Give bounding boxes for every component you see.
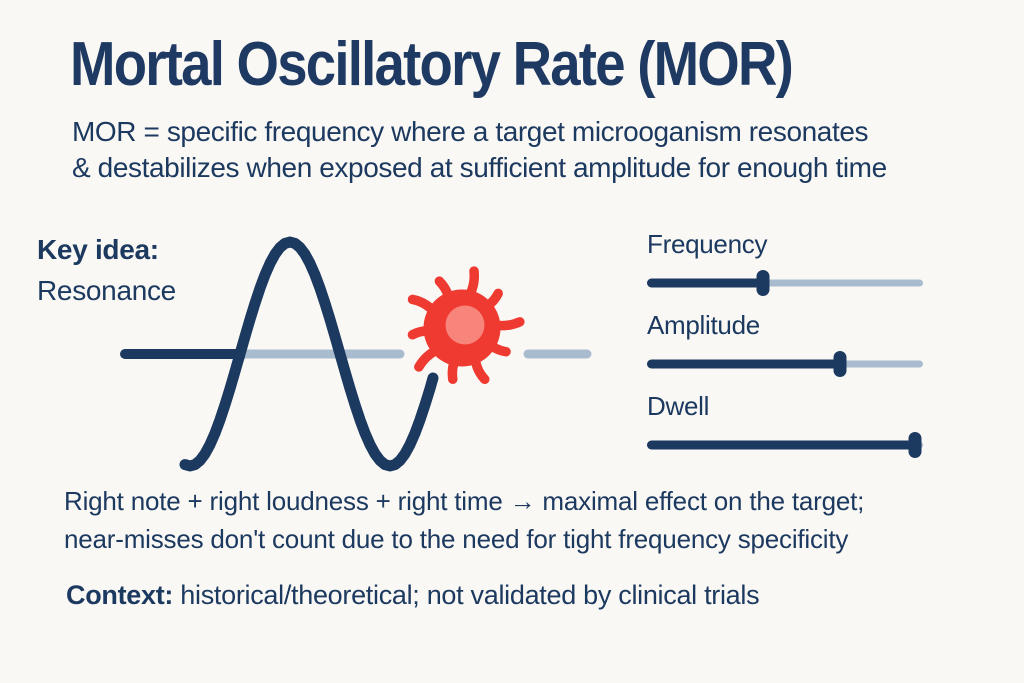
key-idea-label: Key idea:: [37, 234, 159, 265]
context-block: Context: historical/theoretical; not val…: [66, 580, 760, 611]
page-title: Mortal Oscillatory Rate (MOR): [70, 30, 794, 99]
slider-dwell-thumb[interactable]: [908, 432, 922, 458]
microbe-core: [445, 305, 485, 345]
slider-dwell: Dwell: [647, 390, 923, 460]
definition-line-2: & destabilizes when exposed at sufficien…: [72, 152, 887, 183]
summary-line-1: Right note + right loudness + right time…: [64, 486, 865, 516]
slider-frequency-thumb[interactable]: [756, 270, 770, 296]
summary-block: Right note + right loudness + right time…: [64, 483, 864, 558]
slider-track-rest: [647, 279, 923, 287]
slider-amplitude: Amplitude: [647, 309, 923, 379]
resonance-wave-diagram: [120, 236, 592, 472]
slider-dwell-track[interactable]: [647, 432, 923, 458]
sine-wave-icon: [179, 236, 439, 472]
slider-track-fill: [647, 359, 841, 369]
slider-amplitude-track[interactable]: [647, 351, 923, 377]
context-value: historical/theoretical; not validated by…: [180, 580, 760, 610]
microbe-icon: [407, 266, 525, 385]
slider-dwell-label: Dwell: [647, 391, 710, 421]
slider-amplitude-label: Amplitude: [647, 310, 760, 340]
slider-amplitude-thumb[interactable]: [833, 351, 847, 377]
slider-frequency: Frequency: [647, 228, 923, 298]
slider-frequency-track[interactable]: [647, 270, 923, 296]
context-label: Context:: [66, 580, 174, 610]
key-idea-value: Resonance: [37, 275, 176, 306]
slider-track-fill: [647, 440, 915, 450]
mor-definition: MOR = specific frequency where a target …: [72, 114, 887, 186]
key-idea-block: Key idea: Resonance: [37, 229, 176, 311]
definition-line-1: MOR = specific frequency where a target …: [72, 116, 869, 147]
slider-track-fill: [647, 278, 763, 288]
slider-frequency-label: Frequency: [647, 229, 768, 259]
summary-line-2: near-misses don't count due to the need …: [64, 523, 849, 554]
